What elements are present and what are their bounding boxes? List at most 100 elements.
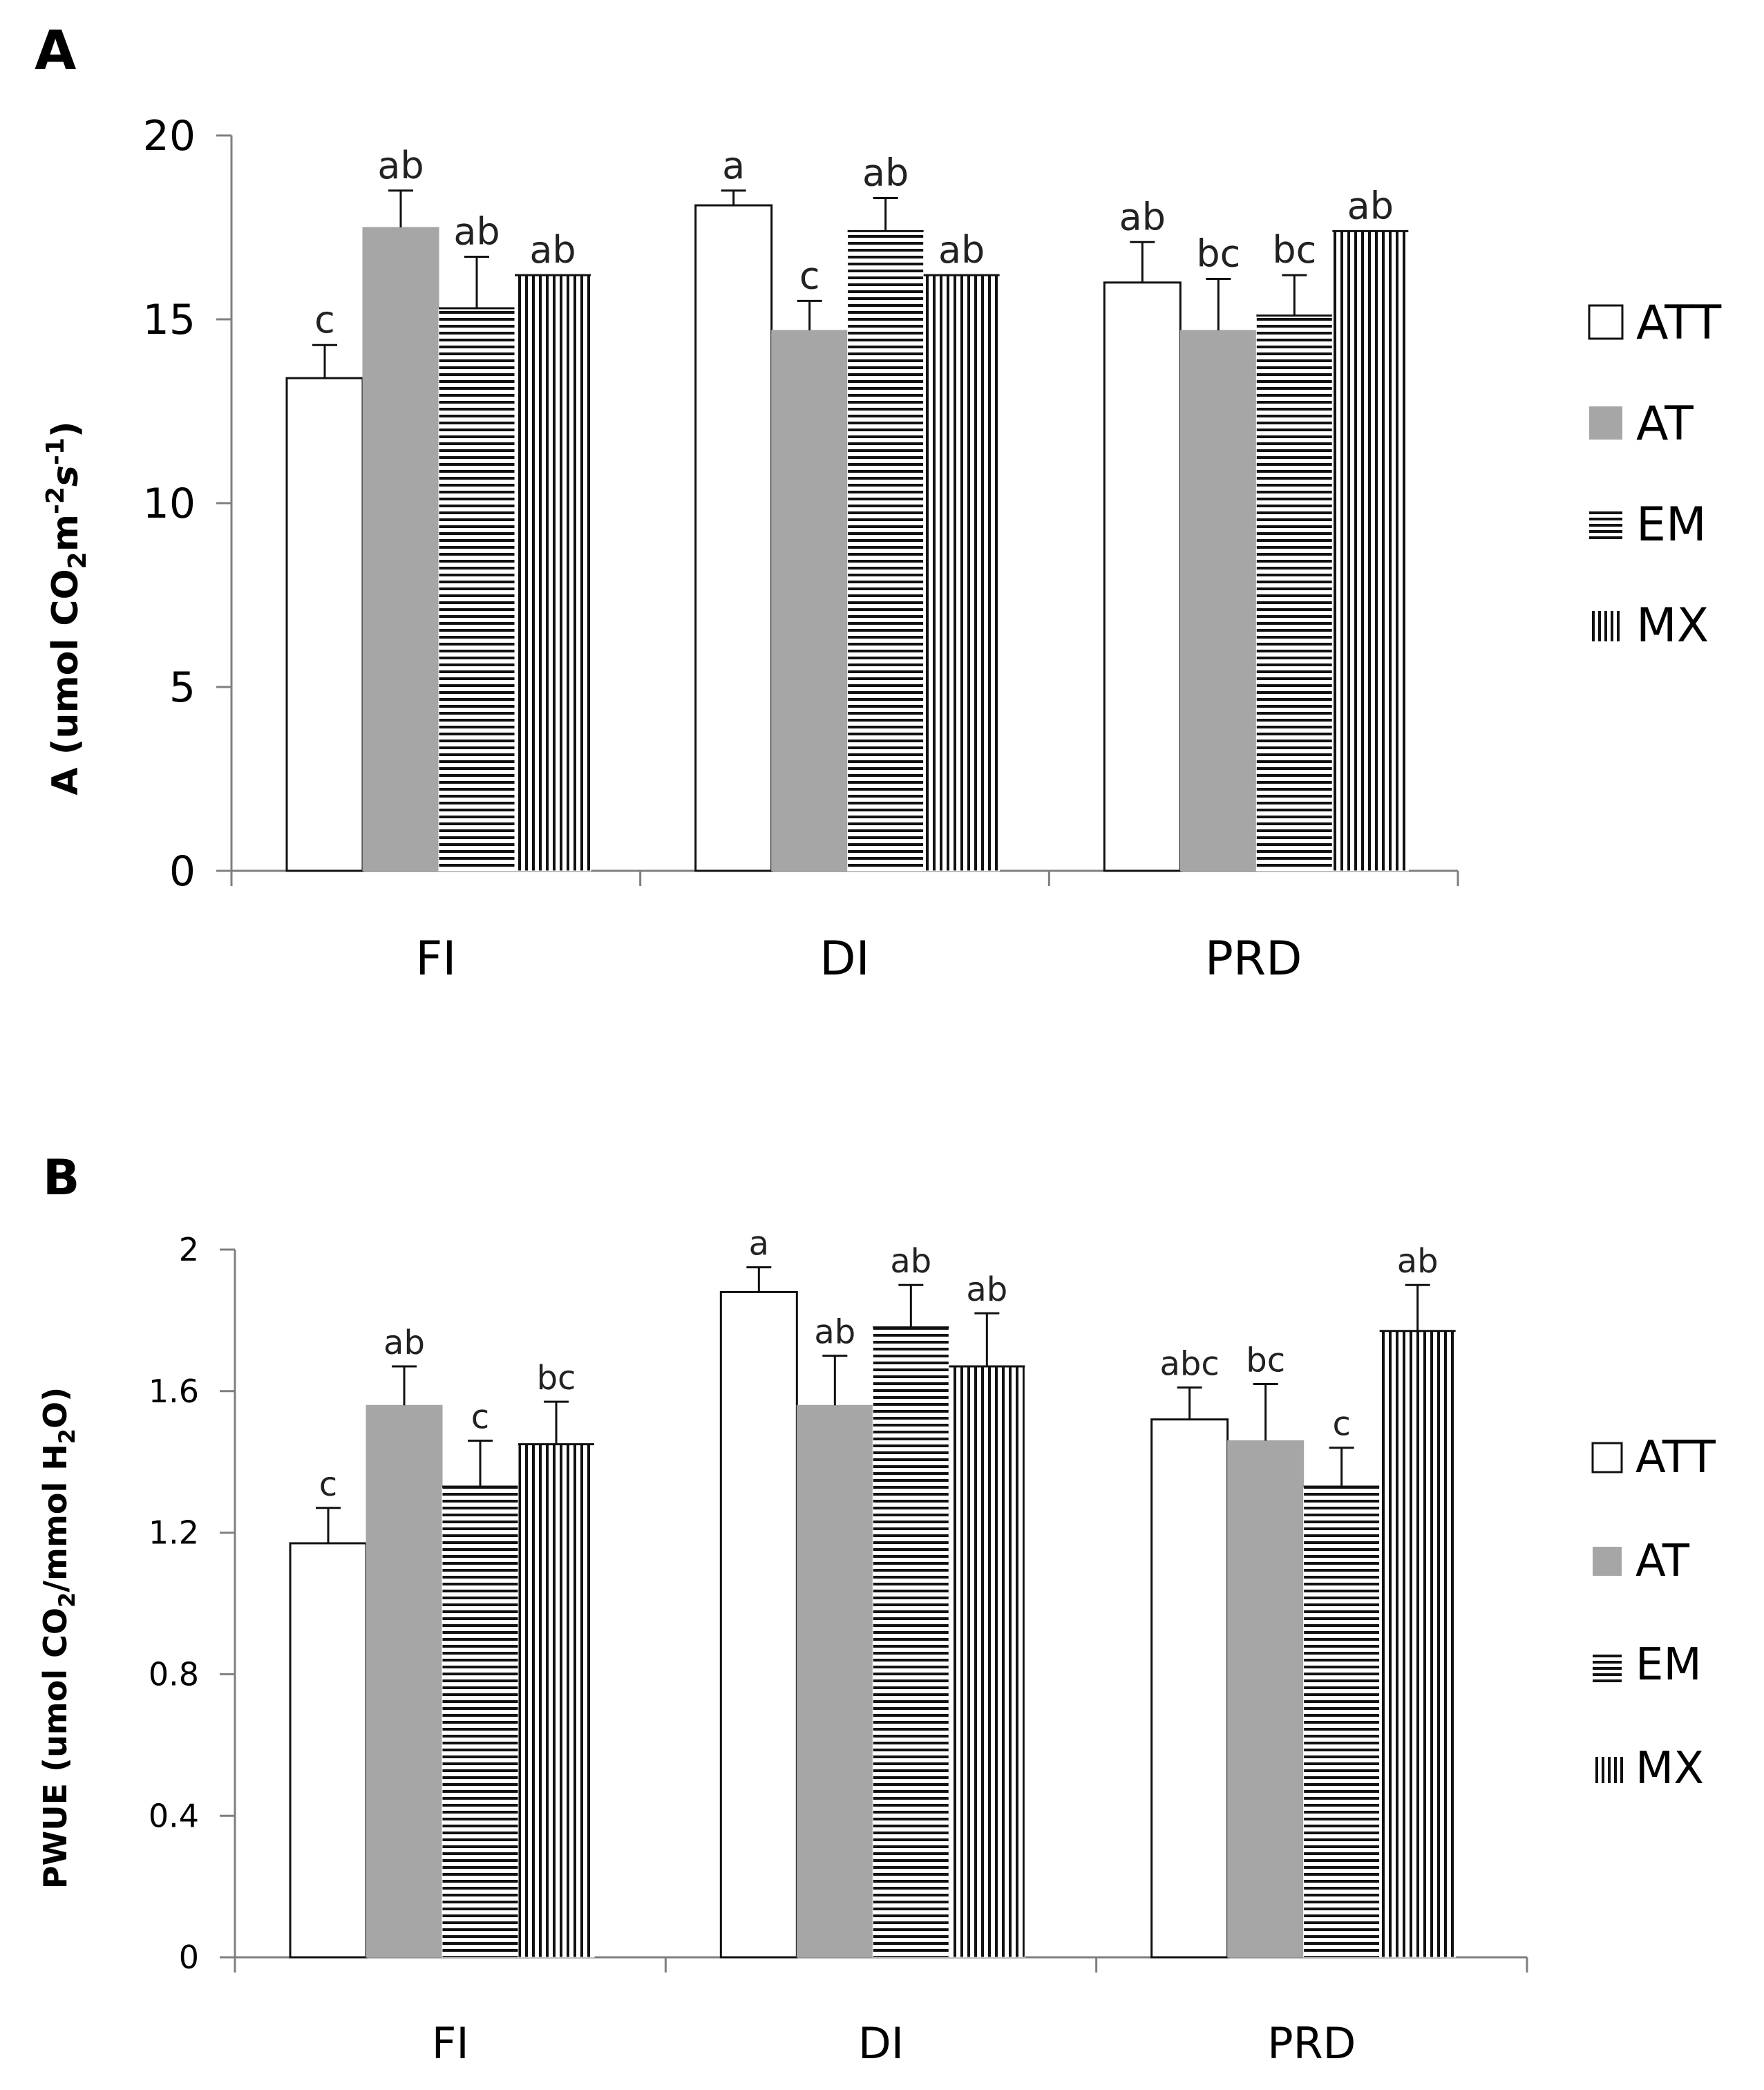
legend-label-mx: MX (1636, 599, 1709, 653)
significance-letter: bc (1272, 228, 1316, 272)
y-tick-label: 0.4 (149, 1797, 199, 1834)
y-axis-label-a-sub1: 2 (64, 552, 92, 569)
x-category-label: FI (432, 2018, 469, 2069)
bar-em-di (872, 1327, 949, 1958)
bar-em-fi (442, 1486, 519, 1958)
y-axis-label-a-main: A (umol CO (45, 569, 86, 795)
bar-mx-di (923, 274, 1000, 872)
y-axis-label-a-mid: m (45, 514, 86, 552)
y-axis-label-a-sup1: -2 (41, 487, 70, 514)
y-axis-label-b-end: O) (37, 1387, 74, 1429)
significance-letter: c (471, 1397, 489, 1436)
x-category-label: PRD (1267, 2018, 1356, 2069)
bar-at-prd (1179, 330, 1257, 872)
significance-letter: ab (377, 144, 424, 187)
significance-letter: abc (1160, 1345, 1220, 1384)
bar-at-di (796, 1404, 873, 1958)
significance-letter: ab (1397, 1242, 1439, 1281)
significance-letter: a (722, 144, 745, 187)
significance-letter: ab (814, 1313, 855, 1352)
significance-letter: ab (453, 210, 500, 254)
y-axis-label-a-s: s (45, 465, 86, 487)
significance-letter: ab (966, 1270, 1007, 1309)
panel-label-b: B (43, 1149, 79, 1206)
y-axis-label-b-sub2: 2 (54, 1429, 80, 1444)
y-axis-label-b-mid: /mmol H (37, 1444, 74, 1592)
bar-mx-prd (1331, 230, 1409, 872)
significance-letter: ab (862, 151, 909, 194)
significance-letter: c (799, 254, 820, 297)
bar-mx-prd (1379, 1330, 1457, 1958)
legend-swatch-mx (1592, 611, 1620, 641)
bar-em-prd (1255, 315, 1333, 872)
legend-swatch-att (1588, 304, 1624, 340)
legend-label-at: AT (1636, 397, 1694, 451)
bar-em-fi (438, 308, 515, 872)
legend-swatch-at (1589, 406, 1622, 440)
bar-em-prd (1303, 1486, 1381, 1958)
y-tick-label: 5 (169, 663, 196, 712)
significance-letter: c (319, 1465, 337, 1504)
y-tick-label: 2 (179, 1231, 199, 1268)
bar-att-fi (285, 377, 364, 872)
significance-letter: ab (890, 1242, 931, 1281)
x-category-label: FI (415, 932, 456, 986)
bar-at-prd (1227, 1440, 1305, 1958)
bar-att-prd (1103, 281, 1182, 872)
legend-b: ATT AT EM MX (1591, 1432, 1716, 1794)
significance-letter: a (749, 1225, 769, 1263)
significance-letter: bc (1196, 232, 1240, 275)
y-tick-label: 0 (169, 847, 196, 896)
legend-swatch-at (1593, 1547, 1622, 1576)
y-axis-label-b-main: PWUE (umol CO (37, 1608, 74, 1889)
y-tick-label: 0.8 (149, 1656, 199, 1693)
y-axis-label-a-sup2: -1 (41, 437, 70, 465)
significance-letter: ab (1347, 184, 1394, 227)
legend-label-at: AT (1635, 1536, 1690, 1587)
significance-letter: ab (938, 228, 985, 272)
legend-label-mx: MX (1635, 1743, 1704, 1794)
y-tick-label: 1.6 (149, 1373, 199, 1410)
significance-letter: ab (529, 228, 576, 272)
y-tick-label: 10 (143, 480, 196, 528)
bar-mx-di (948, 1366, 1025, 1958)
legend-label-att: ATT (1636, 296, 1722, 350)
legend-swatch-em (1589, 511, 1622, 539)
bar-att-di (694, 204, 773, 872)
significance-letter: bc (1246, 1341, 1285, 1380)
y-tick-label: 15 (143, 296, 196, 344)
y-axis-label-b-sub1: 2 (54, 1592, 80, 1608)
x-category-label: DI (819, 932, 869, 986)
legend-label-em: EM (1636, 498, 1707, 552)
legend-a: ATT AT EM MX (1588, 296, 1722, 653)
legend-label-em: EM (1635, 1639, 1702, 1691)
legend-swatch-att (1591, 1442, 1623, 1474)
y-axis-label-b: PWUE (umol CO2/mmol H2O) (37, 1387, 80, 1889)
legend-swatch-mx (1595, 1757, 1623, 1783)
bar-att-fi (289, 1542, 368, 1959)
y-tick-label: 1.2 (149, 1514, 199, 1552)
y-axis-label-a: A (umol CO2m-2s-1) (41, 421, 92, 795)
legend-swatch-em (1593, 1655, 1622, 1682)
significance-letter: bc (537, 1359, 576, 1397)
y-tick-label: 0 (179, 1939, 199, 1976)
significance-letter: ab (1119, 195, 1166, 238)
x-category-label: DI (858, 2018, 904, 2069)
legend-label-att: ATT (1635, 1432, 1716, 1483)
y-axis-label-a-end: ) (45, 421, 86, 437)
bar-em-di (847, 230, 924, 872)
bar-at-fi (366, 1404, 443, 1958)
bar-mx-fi (514, 274, 591, 872)
bar-att-prd (1150, 1418, 1229, 1959)
bar-att-di (719, 1290, 798, 1959)
significance-letter: c (1332, 1405, 1350, 1444)
panel-label-a: A (35, 20, 76, 82)
panel-b: B PWUE (umol CO2/mmol H2O) 00.40.81.21.6… (37, 1149, 1716, 2069)
significance-letter: ab (383, 1324, 425, 1362)
significance-letter: c (314, 298, 335, 341)
bar-mx-fi (518, 1444, 595, 1958)
